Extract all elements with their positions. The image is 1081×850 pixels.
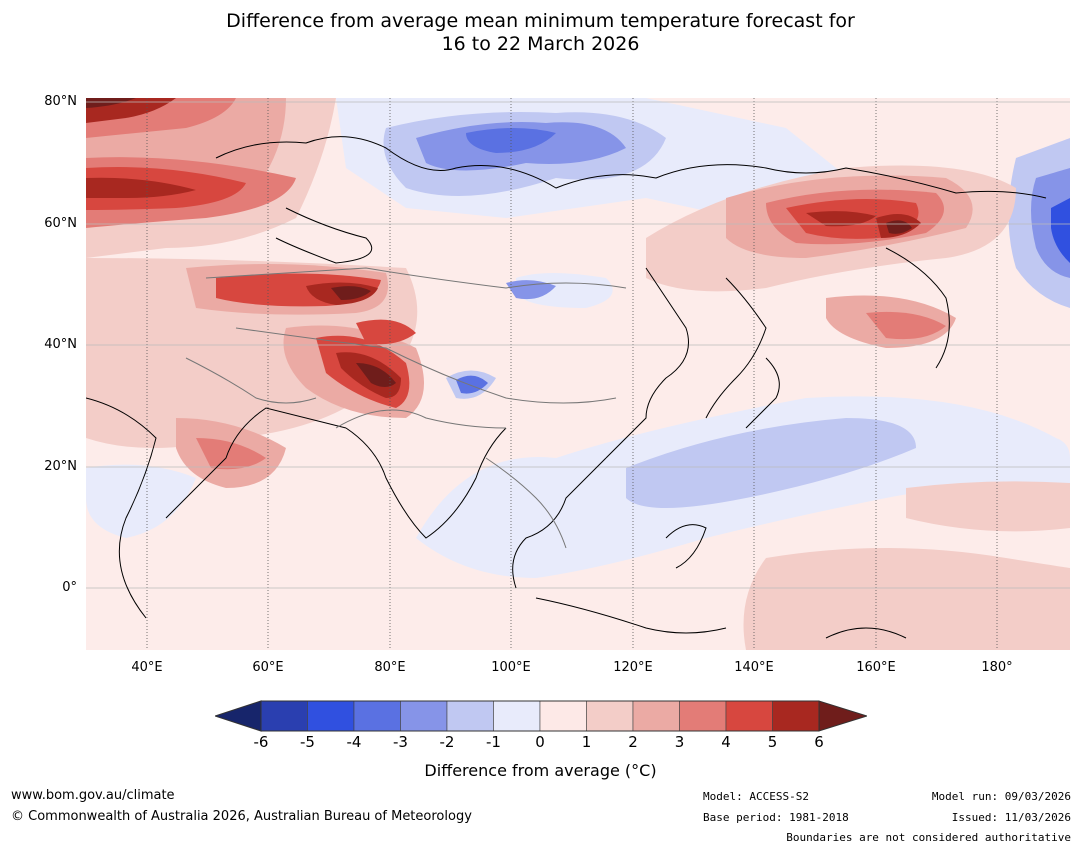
colorbar-segment bbox=[632, 700, 680, 732]
copyright: © Commonwealth of Australia 2026, Austra… bbox=[11, 809, 472, 824]
country-borders bbox=[185, 267, 627, 549]
colorbar-segment bbox=[586, 700, 634, 732]
lat-label-60n: 60°N bbox=[44, 216, 77, 231]
colorbar-tick-label: -6 bbox=[253, 733, 269, 751]
colorbar-tick-label: 4 bbox=[721, 733, 731, 751]
lon-label-120e: 120°E bbox=[613, 660, 653, 675]
lat-label-80n: 80°N bbox=[44, 94, 77, 109]
latitude-lines bbox=[86, 101, 1070, 589]
model-info: Model: ACCESS-S2 bbox=[703, 790, 809, 803]
lon-label-60e: 60°E bbox=[252, 660, 284, 675]
colorbar-segment bbox=[539, 700, 587, 732]
anomaly-field bbox=[86, 98, 1070, 650]
colorbar-extend-high bbox=[818, 700, 867, 732]
lat-label-40n: 40°N bbox=[44, 337, 77, 352]
lon-label-100e: 100°E bbox=[491, 660, 531, 675]
colorbar-tick-label: -4 bbox=[346, 733, 362, 751]
colorbar-tick-label: -1 bbox=[486, 733, 501, 751]
lon-label-40e: 40°E bbox=[131, 660, 163, 675]
lon-label-80e: 80°E bbox=[374, 660, 406, 675]
forecast-map[interactable] bbox=[86, 98, 1070, 650]
base-period: Base period: 1981-2018 bbox=[703, 811, 849, 824]
colorbar-segment bbox=[679, 700, 727, 732]
colorbar-tick-label: -2 bbox=[439, 733, 455, 751]
colorbar-segment bbox=[725, 700, 773, 732]
website-link[interactable]: www.bom.gov.au/climate bbox=[11, 788, 175, 803]
colorbar-segment bbox=[307, 700, 355, 732]
lon-label-180: 180° bbox=[981, 660, 1013, 675]
colorbar-tick-label: 3 bbox=[674, 733, 685, 751]
colorbar-tick-label: -3 bbox=[393, 733, 408, 751]
chart-title: Difference from average mean minimum tem… bbox=[0, 10, 1081, 56]
colorbar-segment bbox=[353, 700, 401, 732]
colorbar-segment bbox=[772, 700, 820, 732]
warm-anomaly-regions bbox=[86, 98, 1070, 650]
graticule bbox=[146, 98, 998, 650]
lon-label-160e: 160°E bbox=[856, 660, 896, 675]
boundaries-disclaimer: Boundaries are not considered authoritat… bbox=[786, 831, 1071, 844]
issued-date: Issued: 11/03/2026 bbox=[951, 811, 1071, 824]
coastlines bbox=[86, 136, 1047, 639]
colorbar-tick-label: 1 bbox=[581, 733, 592, 751]
colorbar bbox=[215, 700, 867, 732]
lon-label-140e: 140°E bbox=[734, 660, 774, 675]
colorbar-segment bbox=[446, 700, 494, 732]
colorbar-segment bbox=[260, 700, 308, 732]
lat-label-0: 0° bbox=[62, 580, 77, 595]
colorbar-label: Difference from average (°C) bbox=[424, 761, 657, 780]
colorbar-tick-label: -5 bbox=[300, 733, 315, 751]
colorbar-tick-label: 0 bbox=[535, 733, 545, 751]
colorbar-tick-label: 6 bbox=[814, 733, 824, 751]
colorbar-tick-label: 5 bbox=[767, 733, 778, 751]
title-line-1: Difference from average mean minimum tem… bbox=[226, 10, 855, 32]
colorbar-segment bbox=[493, 700, 541, 732]
lat-label-20n: 20°N bbox=[44, 459, 77, 474]
title-line-2: 16 to 22 March 2026 bbox=[441, 33, 640, 55]
colorbar-segment bbox=[400, 700, 448, 732]
model-run: Model run: 09/03/2026 bbox=[931, 790, 1071, 803]
colorbar-extend-low bbox=[215, 700, 262, 732]
colorbar-tick-label: 2 bbox=[628, 733, 638, 751]
